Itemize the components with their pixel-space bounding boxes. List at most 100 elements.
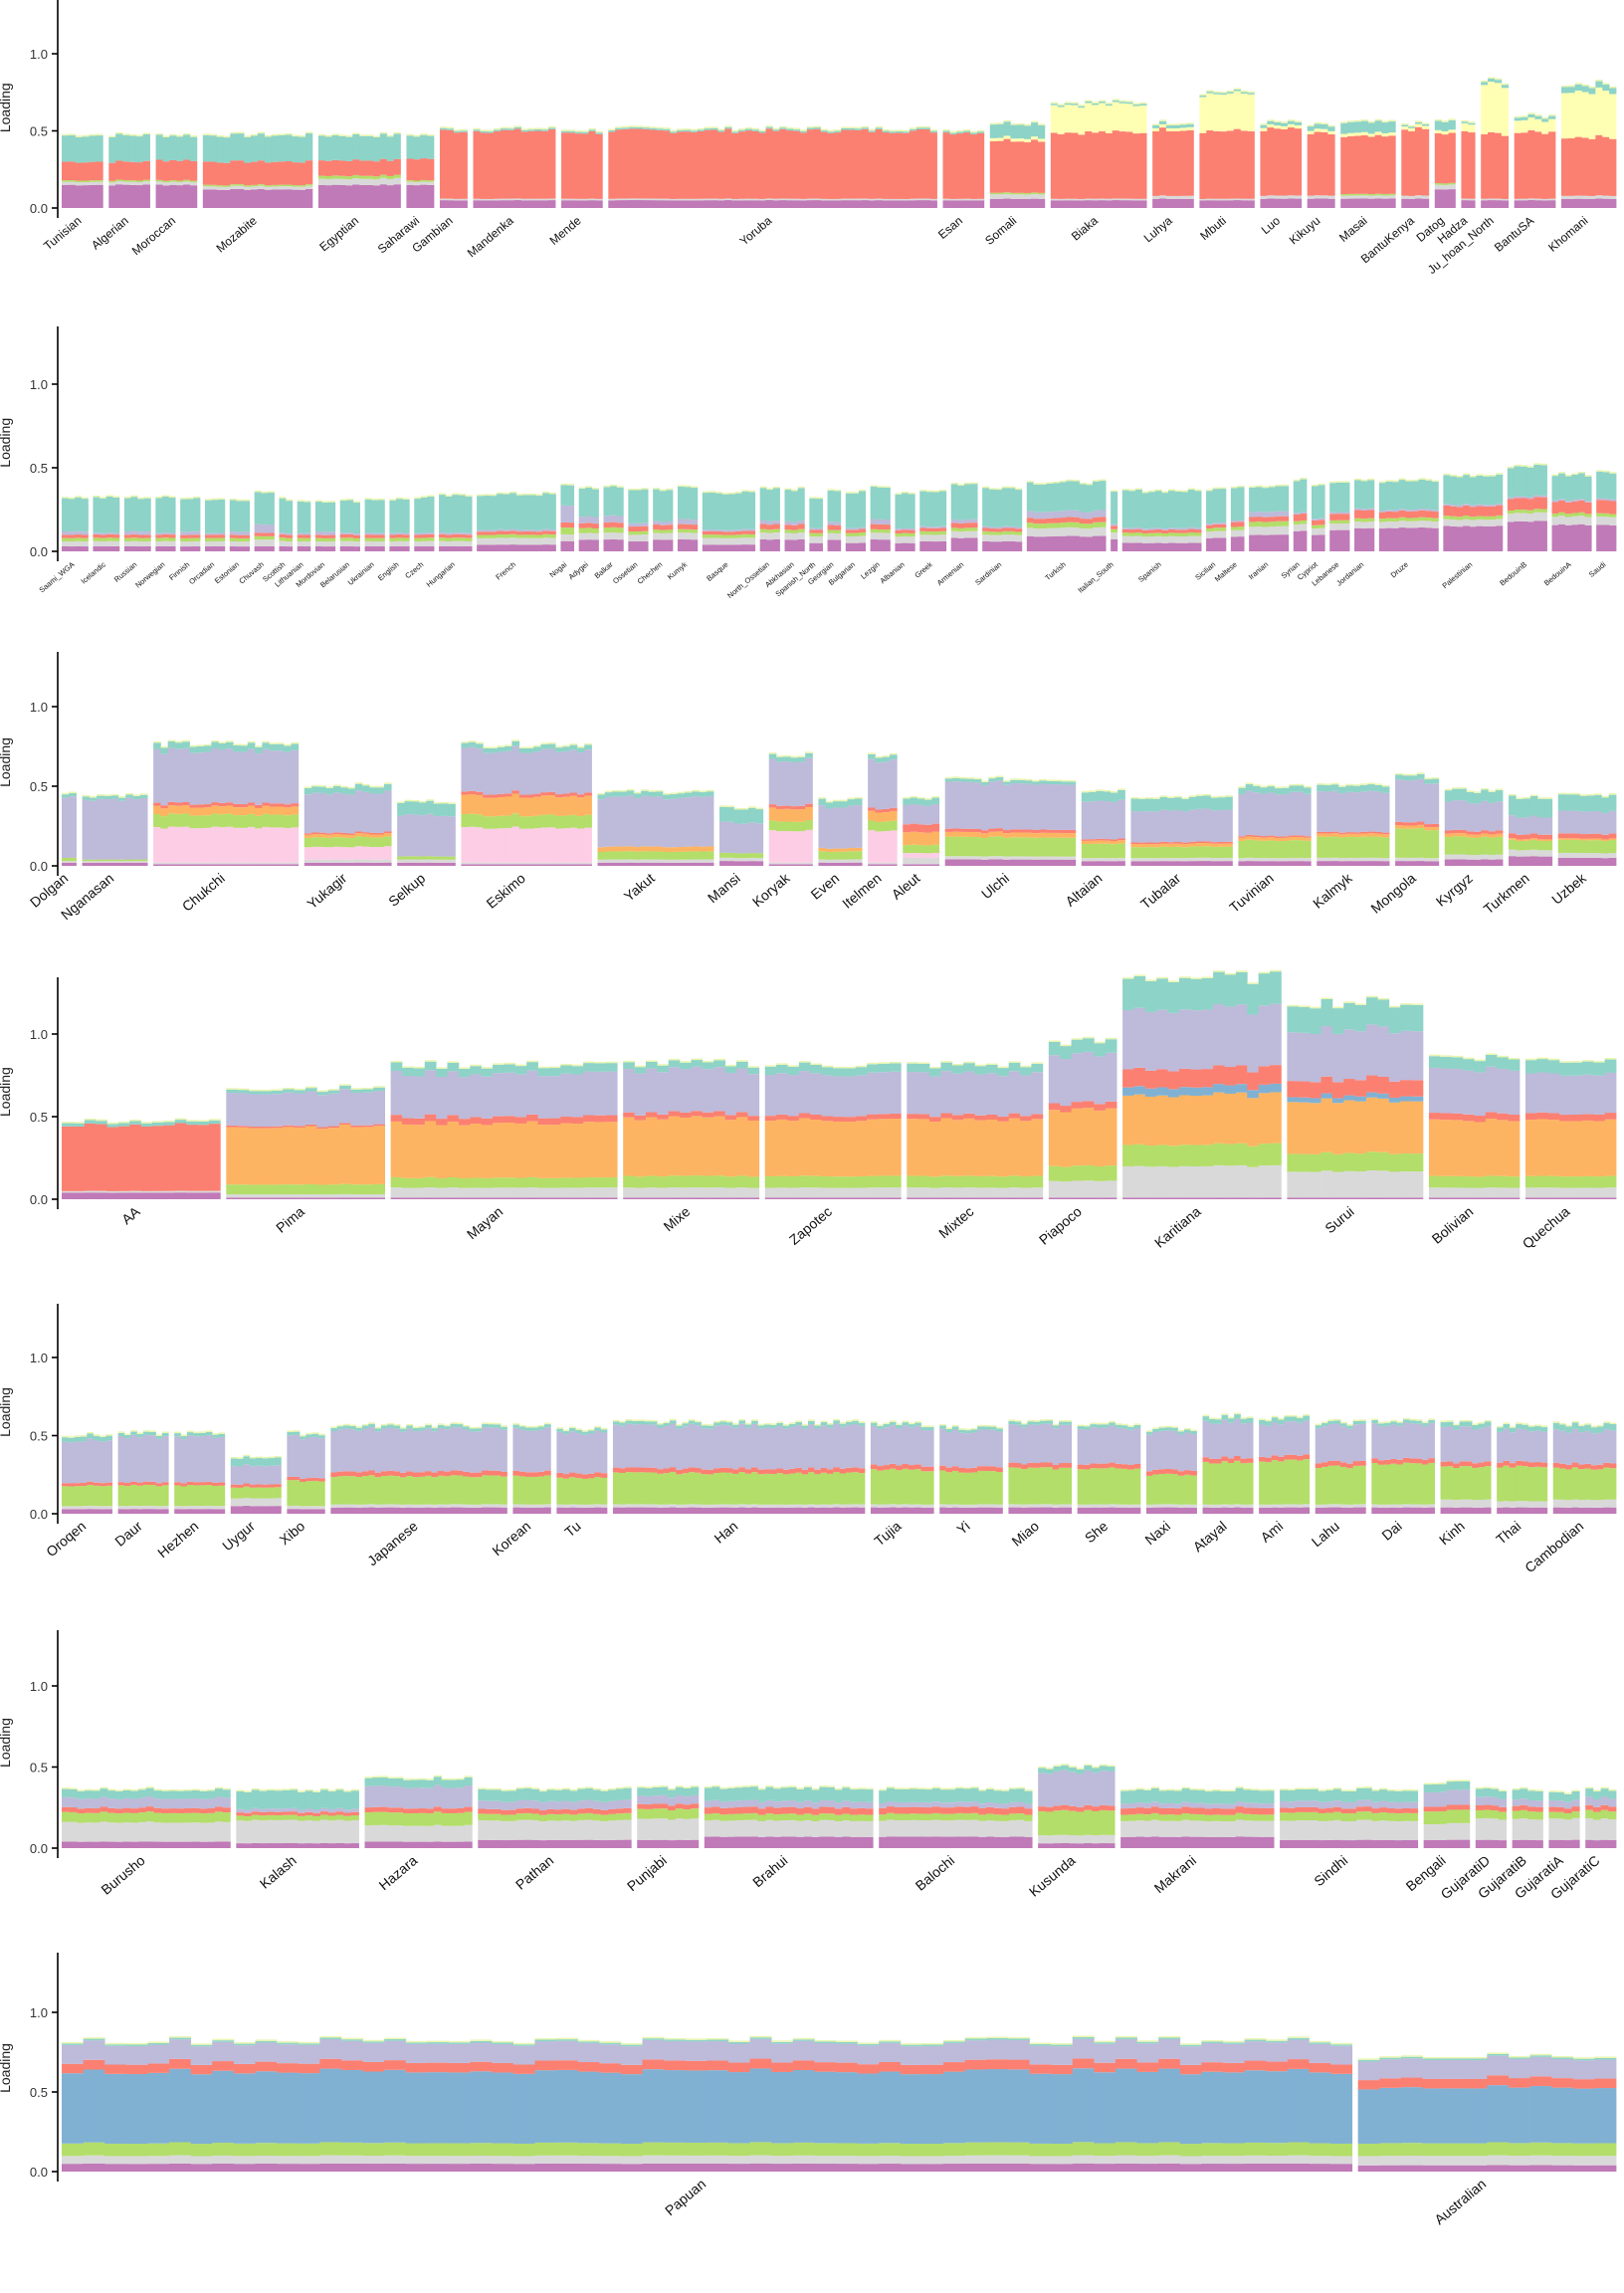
bar-segment-c2 xyxy=(867,1187,879,1198)
bar-top-edge xyxy=(1186,122,1194,124)
bar-segment-c7 xyxy=(1367,790,1375,832)
bar-segment-c2 xyxy=(764,1187,777,1198)
bar-top-edge xyxy=(1033,483,1041,485)
bar-segment-c7 xyxy=(929,1076,941,1118)
bar-segment-c2 xyxy=(223,186,231,190)
bar-segment-c7 xyxy=(328,531,336,535)
bar-segment-c4 xyxy=(833,1121,845,1177)
bar-segment-c8 xyxy=(1220,95,1228,132)
bar-segment-c1 xyxy=(889,200,897,208)
bar-top-edge xyxy=(292,134,300,137)
bar-top-edge xyxy=(511,739,520,741)
bar-segment-c6 xyxy=(1260,836,1268,838)
bar-top-edge xyxy=(1238,786,1247,788)
bar-segment-c9 xyxy=(827,490,835,522)
bar-segment-c2 xyxy=(663,859,671,863)
bar-segment-c7 xyxy=(634,522,642,527)
x-tick-label: Iranian xyxy=(1247,560,1270,582)
bar-top-edge xyxy=(533,744,541,747)
bar-segment-c1 xyxy=(1307,198,1315,208)
bar-segment-c3 xyxy=(1003,192,1011,194)
bar-segment-c2 xyxy=(211,862,220,865)
bar-top-edge xyxy=(1247,91,1255,94)
bar-segment-c7 xyxy=(371,532,379,535)
bar-segment-c3 xyxy=(1488,837,1497,855)
bar-segment-c2 xyxy=(950,530,958,538)
bar-segment-c4 xyxy=(645,1117,658,1176)
bar-top-edge xyxy=(1213,91,1221,94)
bar-segment-c1 xyxy=(377,546,385,551)
bar-segment-c1 xyxy=(691,1197,704,1199)
x-tick-label: Biaka xyxy=(1069,213,1101,243)
bar-top-edge xyxy=(1031,120,1039,123)
bar-segment-c10 xyxy=(797,831,806,863)
bar-top-edge xyxy=(1459,787,1468,789)
x-tick-label: Saudi xyxy=(1587,559,1608,578)
bar-segment-c1 xyxy=(1444,859,1453,866)
bar-segment-c9 xyxy=(436,1068,448,1077)
bar-segment-c1 xyxy=(877,539,885,551)
bar-segment-c2 xyxy=(655,859,664,863)
x-tick-label: Mixe xyxy=(660,1203,693,1234)
bar-segment-c1 xyxy=(1381,198,1389,208)
bar-segment-c3 xyxy=(373,1183,386,1194)
bar-segment-c9 xyxy=(527,129,535,131)
bar-segment-c10 xyxy=(376,847,385,860)
bar-segment-c7 xyxy=(1066,510,1074,518)
bar-segment-c9 xyxy=(1078,105,1086,108)
bar-segment-c8 xyxy=(1548,118,1556,132)
bar-segment-c7 xyxy=(1452,800,1460,830)
bar-top-edge xyxy=(1307,124,1315,127)
bar-segment-c2 xyxy=(584,862,592,865)
bar-segment-c6 xyxy=(316,1127,329,1130)
bar-segment-c9 xyxy=(1186,123,1194,127)
bar-segment-c4 xyxy=(797,809,806,822)
bar-segment-c2 xyxy=(692,859,700,863)
bar-top-edge xyxy=(379,131,388,134)
bar-segment-c1 xyxy=(604,862,613,866)
bar-segment-c9 xyxy=(1347,121,1355,133)
bar-segment-c3 xyxy=(1529,839,1538,850)
bar-segment-c7 xyxy=(247,748,256,803)
bar-segment-c2 xyxy=(910,857,918,865)
bar-segment-c1 xyxy=(1367,527,1375,551)
bar-segment-c3 xyxy=(285,184,293,187)
bar-segment-c2 xyxy=(548,198,556,201)
bar-segment-c7 xyxy=(352,533,360,535)
bar-segment-c1 xyxy=(1194,542,1202,551)
bar-segment-c10 xyxy=(233,827,241,863)
bar-segment-c6 xyxy=(244,162,252,186)
bar-segment-c9 xyxy=(702,493,710,530)
bar-segment-c6 xyxy=(271,161,279,185)
bar-segment-c9 xyxy=(1602,84,1610,92)
bar-segment-c4 xyxy=(1017,832,1026,838)
bar-segment-c7 xyxy=(1252,792,1261,836)
bar-segment-c9 xyxy=(1401,124,1409,127)
bar-top-edge xyxy=(527,127,535,130)
bar-segment-c9 xyxy=(1564,476,1572,502)
bar-segment-c3 xyxy=(468,813,477,827)
bar-segment-c9 xyxy=(283,1089,295,1093)
bar-top-edge xyxy=(1481,788,1489,790)
bar-segment-c2 xyxy=(1174,858,1182,862)
bar-segment-c1 xyxy=(951,1197,964,1199)
bar-segment-c4 xyxy=(497,796,506,816)
bar-segment-c7 xyxy=(950,519,958,523)
bar-top-edge xyxy=(1330,782,1339,785)
bar-segment-c9 xyxy=(919,491,927,526)
bar-segment-c9 xyxy=(1456,477,1464,506)
bar-segment-c4 xyxy=(878,1119,891,1176)
bar-segment-c7 xyxy=(1359,791,1368,832)
bar-top-edge xyxy=(765,125,773,127)
bar-top-edge xyxy=(1154,489,1162,492)
bar-segment-c10 xyxy=(783,831,791,863)
bar-top-edge xyxy=(1544,797,1553,799)
bar-segment-c6 xyxy=(509,530,517,534)
bar-segment-c2 xyxy=(957,531,965,538)
bar-top-edge xyxy=(1046,482,1054,484)
bar-segment-c3 xyxy=(944,836,953,857)
bar-segment-c2 xyxy=(169,181,177,185)
bar-segment-c2 xyxy=(1537,850,1545,857)
bar-segment-c1 xyxy=(1092,200,1100,208)
bar-segment-c3 xyxy=(1476,516,1484,520)
